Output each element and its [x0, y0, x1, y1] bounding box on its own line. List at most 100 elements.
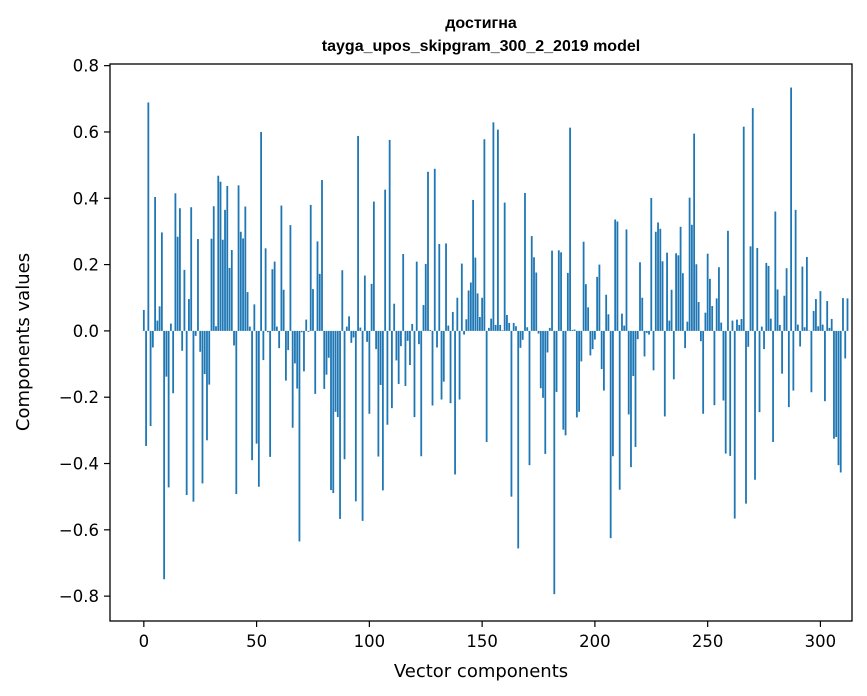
- bar: [350, 330, 353, 343]
- bar: [199, 330, 202, 352]
- bar: [206, 330, 208, 441]
- bar: [366, 330, 368, 342]
- bar: [316, 241, 319, 331]
- bar: [442, 330, 445, 382]
- bar: [587, 307, 590, 331]
- bar: [359, 327, 362, 331]
- bar: [271, 269, 274, 331]
- bar: [406, 330, 409, 341]
- bar: [454, 330, 456, 475]
- bar: [618, 330, 621, 490]
- bar: [494, 324, 497, 331]
- bar: [167, 330, 170, 488]
- bar: [201, 330, 204, 484]
- bar: [275, 326, 278, 331]
- bar: [731, 320, 734, 331]
- bar: [819, 291, 822, 331]
- bar: [774, 211, 777, 331]
- bar: [616, 221, 619, 331]
- bar: [751, 108, 754, 331]
- bar: [584, 284, 587, 331]
- bar: [533, 257, 535, 331]
- bar: [260, 131, 262, 331]
- bar: [747, 330, 750, 347]
- bar: [314, 330, 317, 394]
- bar: [361, 330, 364, 521]
- bar: [641, 297, 644, 331]
- bar: [456, 297, 459, 331]
- bar: [668, 320, 671, 331]
- bar: [704, 312, 707, 331]
- bar: [343, 330, 346, 460]
- bar: [539, 330, 542, 389]
- bar: [176, 236, 179, 331]
- bar: [767, 265, 770, 331]
- bar: [625, 229, 628, 331]
- bar: [693, 133, 696, 331]
- bar: [846, 298, 849, 331]
- bar: [179, 208, 181, 331]
- bar: [282, 289, 285, 331]
- bar: [341, 270, 344, 331]
- bar: [147, 102, 150, 331]
- bar: [499, 324, 502, 331]
- bar: [289, 225, 292, 331]
- bar: [571, 329, 574, 331]
- bar: [436, 330, 438, 348]
- bar: [487, 327, 490, 331]
- x-axis-ticks: 0 50 100 150 200 250 300: [139, 621, 836, 651]
- bar: [627, 330, 630, 415]
- bar: [330, 330, 332, 491]
- bar: [431, 330, 434, 406]
- bar: [226, 186, 229, 331]
- bar: [501, 330, 504, 331]
- bar: [312, 289, 314, 331]
- bar: [575, 330, 578, 418]
- bar: [411, 323, 414, 331]
- bar: [839, 330, 842, 473]
- bar: [163, 330, 166, 580]
- bar: [799, 330, 802, 347]
- bar: [790, 87, 792, 331]
- bar: [409, 330, 411, 366]
- bar: [309, 204, 312, 331]
- bar: [208, 330, 211, 385]
- bar: [242, 238, 244, 331]
- bar: [318, 273, 321, 331]
- bar: [785, 268, 788, 331]
- bar: [300, 330, 303, 333]
- bar: [564, 330, 567, 436]
- bar: [722, 330, 725, 401]
- bar: [609, 330, 612, 539]
- bar: [713, 330, 716, 406]
- bar: [375, 330, 378, 350]
- bar: [560, 252, 562, 331]
- plot-area-frame: [109, 63, 853, 622]
- bar: [160, 232, 163, 331]
- bar: [652, 330, 655, 371]
- y-tick-label: 0.6: [73, 123, 99, 142]
- bar: [524, 192, 526, 331]
- bar: [830, 318, 833, 331]
- bar: [688, 197, 691, 331]
- bar: [690, 224, 693, 331]
- bar: [711, 306, 714, 331]
- bar: [246, 292, 249, 331]
- bar: [699, 330, 702, 342]
- bar: [772, 330, 774, 442]
- bar: [763, 330, 765, 350]
- bar: [684, 330, 686, 349]
- bar: [661, 261, 664, 331]
- bar: [749, 246, 752, 331]
- bar: [720, 322, 723, 331]
- bar: [805, 256, 808, 331]
- bar: [294, 330, 296, 364]
- bar: [298, 330, 301, 542]
- bar: [379, 330, 382, 385]
- bar: [264, 248, 267, 331]
- bar: [420, 330, 423, 457]
- bar: [801, 266, 804, 331]
- bar: [402, 253, 405, 331]
- bar: [357, 135, 359, 331]
- bar: [603, 330, 605, 391]
